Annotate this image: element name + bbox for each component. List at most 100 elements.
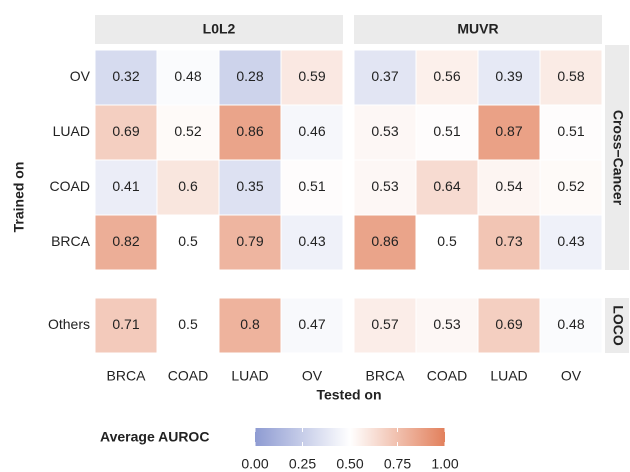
y-tick-label: COAD <box>50 178 90 194</box>
cell-label: 0.54 <box>495 178 522 194</box>
x-tick-label: COAD <box>168 368 208 384</box>
cell-label: 0.87 <box>495 123 522 139</box>
cell-label: 0.39 <box>495 68 522 84</box>
cell-label: 0.41 <box>112 178 139 194</box>
cell-label: 0.56 <box>433 68 460 84</box>
colorbar <box>255 428 445 446</box>
heatmap-cell <box>218 159 282 216</box>
y-tick-label: Others <box>48 316 90 332</box>
cell-label: 0.48 <box>557 316 584 332</box>
heatmap-cell <box>156 49 220 106</box>
y-axis-title: Trained on <box>11 162 27 233</box>
heatmap-cell <box>218 104 282 161</box>
cell-label: 0.43 <box>557 233 584 249</box>
cell-label: 0.69 <box>495 316 522 332</box>
cell-label: 0.51 <box>557 123 584 139</box>
facet-strip <box>605 298 629 353</box>
colorbar-tick-label: 0.00 <box>241 456 268 472</box>
heatmap-cell <box>477 214 541 271</box>
cell-label: 0.6 <box>178 178 198 194</box>
cell-label: 0.43 <box>298 233 325 249</box>
facet-strip <box>605 45 629 270</box>
heatmap-cell <box>539 49 603 106</box>
cell-label: 0.5 <box>437 233 457 249</box>
heatmap-cell <box>156 214 220 271</box>
heatmap-cell <box>353 159 417 216</box>
colorbar-tick-label: 0.25 <box>289 456 316 472</box>
cell-label: 0.37 <box>371 68 398 84</box>
x-axis-title: Tested on <box>316 387 381 403</box>
cell-label: 0.86 <box>236 123 263 139</box>
y-tick-label: OV <box>70 68 91 84</box>
cell-label: 0.73 <box>495 233 522 249</box>
cell-label: 0.52 <box>174 123 201 139</box>
facet-label: L0L2 <box>203 21 236 37</box>
heatmap-cell <box>539 214 603 271</box>
x-tick-label: LUAD <box>231 368 268 384</box>
cell-label: 0.28 <box>236 68 263 84</box>
facet-label: Cross−Cancer <box>610 110 626 206</box>
cell-label: 0.69 <box>112 123 139 139</box>
cell-label: 0.53 <box>371 178 398 194</box>
heatmap-cell <box>415 104 479 161</box>
heatmap-cell <box>280 104 344 161</box>
heatmap-cell <box>94 49 158 106</box>
cell-label: 0.82 <box>112 233 139 249</box>
heatmap-cell <box>218 214 282 271</box>
cell-label: 0.53 <box>433 316 460 332</box>
heatmap-cell <box>415 49 479 106</box>
colorbar-tick-label: 0.75 <box>384 456 411 472</box>
heatmap-cell <box>415 297 479 354</box>
cell-label: 0.46 <box>298 123 325 139</box>
cell-label: 0.48 <box>174 68 201 84</box>
cell-label: 0.86 <box>371 233 398 249</box>
cell-label: 0.51 <box>433 123 460 139</box>
x-tick-label: COAD <box>427 368 467 384</box>
cell-label: 0.58 <box>557 68 584 84</box>
heatmap-cell <box>477 104 541 161</box>
y-tick-label: LUAD <box>53 123 90 139</box>
heatmap-cell <box>94 214 158 271</box>
x-tick-label: LUAD <box>490 368 527 384</box>
cell-label: 0.57 <box>371 316 398 332</box>
heatmap-cell <box>539 297 603 354</box>
heatmap-cell <box>353 297 417 354</box>
facet-strip <box>354 15 602 44</box>
cell-label: 0.64 <box>433 178 460 194</box>
heatmap-cell <box>353 214 417 271</box>
cell-label: 0.47 <box>298 316 325 332</box>
cell-label: 0.52 <box>557 178 584 194</box>
y-tick-label: BRCA <box>51 233 91 249</box>
cell-label: 0.5 <box>178 233 198 249</box>
heatmap-cell <box>280 159 344 216</box>
heatmap-cell <box>156 159 220 216</box>
colorbar-tick-label: 0.50 <box>336 456 363 472</box>
cell-label: 0.51 <box>298 178 325 194</box>
cell-label: 0.35 <box>236 178 263 194</box>
x-tick-label: BRCA <box>366 368 406 384</box>
facet-strip <box>95 15 343 44</box>
heatmap-cell <box>280 214 344 271</box>
legend-title: Average AUROC <box>100 429 209 445</box>
x-tick-label: BRCA <box>107 368 147 384</box>
heatmap-cell <box>280 297 344 354</box>
cell-label: 0.32 <box>112 68 139 84</box>
cell-label: 0.71 <box>112 316 139 332</box>
heatmap-cell <box>94 159 158 216</box>
heatmap-cell <box>280 49 344 106</box>
facet-label: MUVR <box>457 21 498 37</box>
cell-label: 0.8 <box>240 316 260 332</box>
x-tick-label: OV <box>561 368 582 384</box>
heatmap-cell <box>218 49 282 106</box>
colorbar-tick-label: 1.00 <box>431 456 458 472</box>
heatmap-cell <box>539 159 603 216</box>
heatmap-cell <box>94 297 158 354</box>
heatmap-cell <box>156 297 220 354</box>
x-tick-label: OV <box>302 368 323 384</box>
heatmap-cell <box>539 104 603 161</box>
cell-label: 0.5 <box>178 316 198 332</box>
cell-label: 0.79 <box>236 233 263 249</box>
cell-label: 0.53 <box>371 123 398 139</box>
cell-label: 0.59 <box>298 68 325 84</box>
